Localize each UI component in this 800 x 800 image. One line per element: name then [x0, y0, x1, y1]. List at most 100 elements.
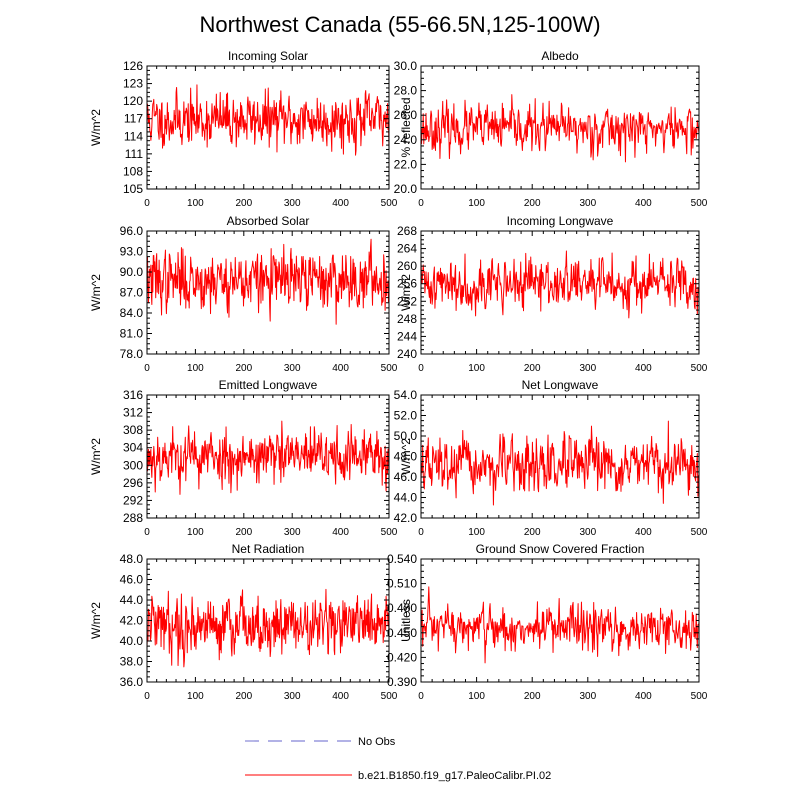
panel-7-ylabel: Unitless [399, 599, 413, 642]
panel-3: 0 100 200 300 400 500 240 244 248 252 256 260 264 268… [397, 214, 708, 374]
panel-6-ytick-label: 44.0 [120, 593, 144, 607]
panel-1-ylabel: % reflected [399, 97, 413, 157]
panel-6-ytick-label: 38.0 [120, 655, 144, 669]
panel-0-xtick-label: 400 [332, 198, 349, 209]
panel-0-ytick-label: 123 [123, 77, 143, 91]
panel-5-ytick-label: 46.0 [394, 470, 418, 484]
panel-2-ytick-label: 96.0 [120, 224, 144, 238]
panel-4-ytick-label: 304 [123, 441, 143, 455]
panel-7-ytick-label: 0.450 [387, 626, 417, 640]
panel-6-xtick-label: 200 [235, 691, 252, 702]
panel-2-ytick-label: 87.0 [120, 286, 144, 300]
panel-3-series-line [420, 250, 700, 319]
panel-4-ytick-label: 312 [123, 406, 143, 420]
panel-7-ytick-label: 0.480 [387, 601, 417, 615]
panel-0-xtick-label: 200 [235, 198, 252, 209]
panel-7-ytick-label: 0.420 [387, 650, 417, 664]
panel-6-xtick-label: 300 [284, 691, 301, 702]
panel-1-xtick-label: 100 [468, 198, 485, 209]
panel-6-ytick-label: 40.0 [120, 634, 144, 648]
panel-5-ytick-label: 50.0 [394, 429, 418, 443]
panels: 0 100 200 300 400 500 105 108 111 114 117 120 123 126… [89, 49, 708, 702]
panel-3-xtick-label: 0 [418, 363, 424, 374]
panel-1-xtick-label: 300 [579, 198, 596, 209]
panel-6-xtick-label: 500 [381, 691, 398, 702]
panel-5-xtick-label: 400 [635, 527, 652, 538]
panel-4: 0 100 200 300 400 500 288 292 296 300 304 308 312 316… [89, 378, 398, 538]
panel-7-xtick-label: 300 [579, 691, 596, 702]
panel-5-xtick-label: 200 [524, 527, 541, 538]
panel-0-ytick-label: 105 [123, 182, 143, 196]
panel-1-ytick-label: 24.0 [394, 133, 418, 147]
panel-1-ytick-label: 20.0 [394, 182, 418, 196]
panel-7-xtick-label: 400 [635, 691, 652, 702]
panel-5-ylabel: W/m^2 [399, 438, 413, 475]
panel-2-ytick-label: 93.0 [120, 245, 144, 259]
panel-3-xtick-label: 500 [691, 363, 708, 374]
panel-3-ytick-label: 260 [397, 259, 417, 273]
panel-1-xtick-label: 400 [635, 198, 652, 209]
panel-3-ytick-label: 248 [397, 312, 417, 326]
panel-4-xtick-label: 100 [187, 527, 204, 538]
panel-2-ytick-label: 90.0 [120, 265, 144, 279]
panel-3-xtick-label: 100 [468, 363, 485, 374]
panel-3-ytick-label: 240 [397, 347, 417, 361]
panel-7-xtick-label: 100 [468, 691, 485, 702]
panel-2-ylabel: W/m^2 [89, 274, 103, 311]
panel-0-xtick-label: 0 [144, 198, 150, 209]
panel-4-xtick-label: 0 [144, 527, 150, 538]
panel-1-ytick-label: 26.0 [394, 108, 418, 122]
panel-4-title: Emitted Longwave [219, 378, 318, 392]
panel-0-ytick-label: 120 [123, 94, 143, 108]
panel-0-xtick-label: 100 [187, 198, 204, 209]
panel-2-xtick-label: 500 [381, 363, 398, 374]
panel-1-title: Albedo [541, 49, 579, 63]
panel-5-ytick-label: 42.0 [394, 511, 418, 525]
panel-4-xtick-label: 500 [381, 527, 398, 538]
legend: No Obs b.e21.B1850.f19_g17.PaleoCalibr.P… [245, 736, 551, 782]
panel-0-xtick-label: 500 [381, 198, 398, 209]
panel-6: 0 100 200 300 400 500 36.0 38.0 40.0 42.0 44.0 46.0… [89, 542, 398, 702]
panel-7: 0 100 200 300 400 500 0.390 0.420 0.450 0.480 0.51… [387, 542, 708, 702]
panel-4-ytick-label: 300 [123, 458, 143, 472]
panel-0-title: Incoming Solar [228, 49, 308, 63]
legend-no-obs-label: No Obs [358, 736, 396, 748]
panel-2-ytick-label: 84.0 [120, 306, 144, 320]
legend-run-label: b.e21.B1850.f19_g17.PaleoCalibr.PI.02 [358, 770, 551, 782]
figure-title: Northwest Canada (55-66.5N,125-100W) [199, 12, 600, 37]
panel-6-ytick-label: 36.0 [120, 675, 144, 689]
panel-5-xtick-label: 100 [468, 527, 485, 538]
panel-2-series-line [146, 238, 390, 325]
panel-0-xtick-label: 300 [284, 198, 301, 209]
panel-6-ytick-label: 42.0 [120, 614, 144, 628]
panel-5: 0 100 200 300 400 500 42.0 44.0 46.0 48.0 50.0 52.0… [394, 378, 708, 538]
panel-0: 0 100 200 300 400 500 105 108 111 114 117 120 123 126… [89, 49, 398, 209]
panel-1: 0 100 200 300 400 500 20.0 22.0 24.0 26.0 28.0 30.0… [394, 49, 708, 209]
panel-4-ylabel: W/m^2 [89, 438, 103, 475]
panel-3-ytick-label: 252 [397, 294, 417, 308]
panel-3-title: Incoming Longwave [507, 214, 614, 228]
panel-7-xtick-label: 0 [418, 691, 424, 702]
panel-3-xtick-label: 200 [524, 363, 541, 374]
panel-5-title: Net Longwave [522, 378, 599, 392]
panel-3-ylabel: W/m^2 [399, 274, 413, 311]
panel-3-ytick-label: 244 [397, 329, 417, 343]
panel-1-ytick-label: 30.0 [394, 59, 418, 73]
panel-2-xtick-label: 0 [144, 363, 150, 374]
panel-7-xtick-label: 500 [691, 691, 708, 702]
panel-0-ytick-label: 114 [124, 129, 143, 143]
panel-4-xtick-label: 300 [284, 527, 301, 538]
panel-5-xtick-label: 500 [691, 527, 708, 538]
panel-2-title: Absorbed Solar [227, 214, 310, 228]
panel-5-series-line [420, 420, 700, 506]
panel-6-xtick-label: 100 [187, 691, 204, 702]
panel-7-xtick-label: 200 [524, 691, 541, 702]
panel-6-series-line [146, 588, 390, 668]
panel-3-xtick-label: 300 [579, 363, 596, 374]
panel-0-ytick-label: 126 [123, 59, 143, 73]
panel-1-xtick-label: 500 [691, 198, 708, 209]
panel-7-ytick-label: 0.540 [387, 552, 417, 566]
panel-3-ytick-label: 264 [397, 242, 417, 256]
panel-4-ytick-label: 288 [123, 511, 143, 525]
